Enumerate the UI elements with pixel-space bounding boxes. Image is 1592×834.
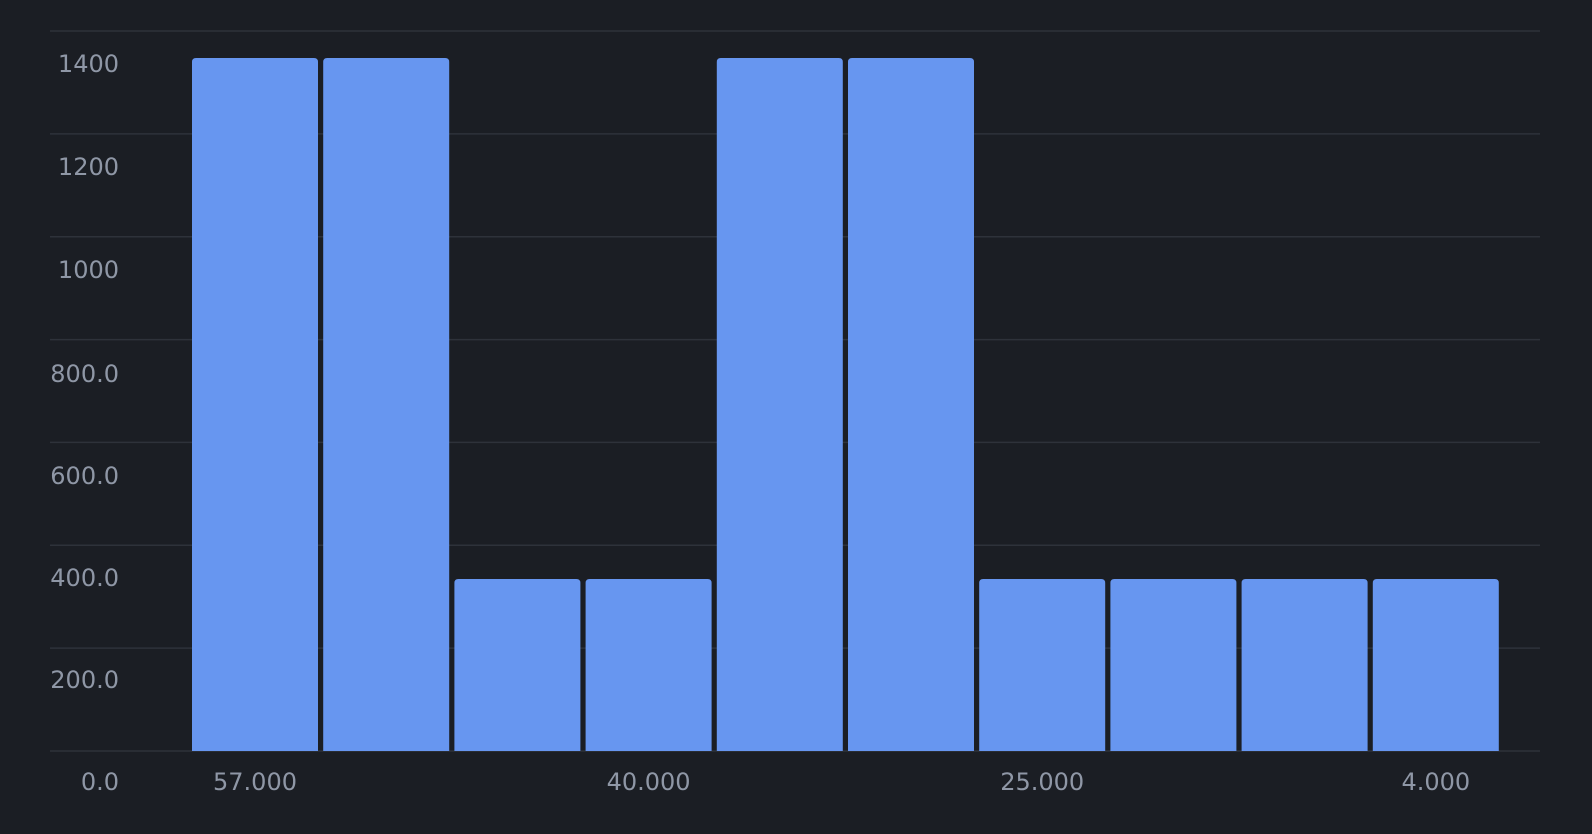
y-tick-label: 400.0 xyxy=(50,564,119,592)
y-tick-label: 0.0 xyxy=(81,768,119,796)
bar xyxy=(192,58,318,751)
bar xyxy=(1241,579,1368,751)
y-axis-ticks: 0.0 200.0 400.0 600.0 800.0 1000 1200 1400 xyxy=(50,50,119,796)
bar xyxy=(716,58,843,751)
y-tick-label: 1400 xyxy=(58,50,119,78)
bar xyxy=(1110,579,1237,751)
bars xyxy=(192,58,1499,751)
y-tick-label: 200.0 xyxy=(50,666,119,694)
x-tick-label: 4.000 xyxy=(1401,768,1470,796)
x-tick-label: 40.000 xyxy=(607,768,691,796)
y-tick-label: 1000 xyxy=(58,256,119,284)
bar xyxy=(323,58,450,751)
bar xyxy=(454,579,581,751)
bar xyxy=(585,579,712,751)
x-axis-ticks: 57.000 40.000 25.000 4.000 xyxy=(213,768,1470,796)
bar xyxy=(848,58,974,751)
bar xyxy=(1372,579,1499,751)
y-tick-label: 1200 xyxy=(58,153,119,181)
bar xyxy=(979,579,1106,751)
x-tick-label: 25.000 xyxy=(1000,768,1084,796)
x-tick-label: 57.000 xyxy=(213,768,297,796)
y-tick-label: 600.0 xyxy=(50,462,119,490)
y-tick-label: 800.0 xyxy=(50,360,119,388)
